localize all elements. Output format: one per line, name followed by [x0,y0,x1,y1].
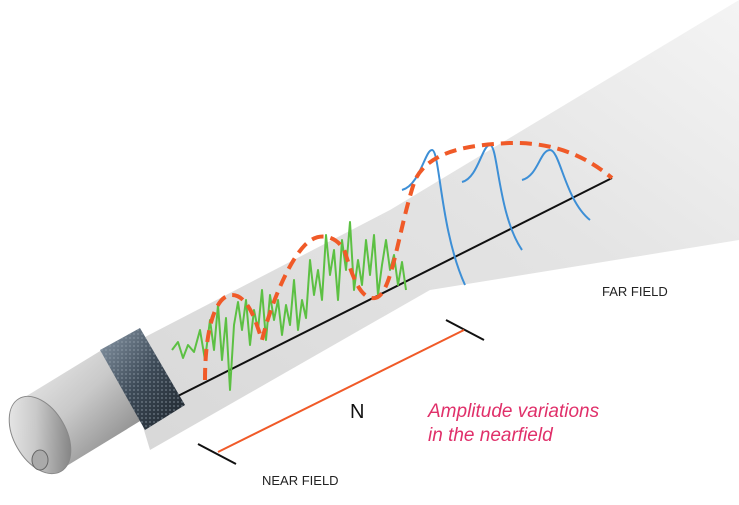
bracket-tick [197,443,237,465]
transducer [8,328,185,475]
amplitude-label: Amplitude variations [427,401,600,422]
amplitude-envelope [203,140,614,381]
near-field-label: NEAR FIELD [262,473,339,488]
bracket-tick [445,319,485,341]
nearfield-length [217,329,465,453]
farfield-peak [521,148,591,221]
amplitude-label: in the nearfield [428,425,554,446]
n-label: N [350,401,364,423]
sound-beam [120,0,739,450]
nearfield-wave [171,221,407,391]
far-field-label: FAR FIELD [602,284,668,299]
